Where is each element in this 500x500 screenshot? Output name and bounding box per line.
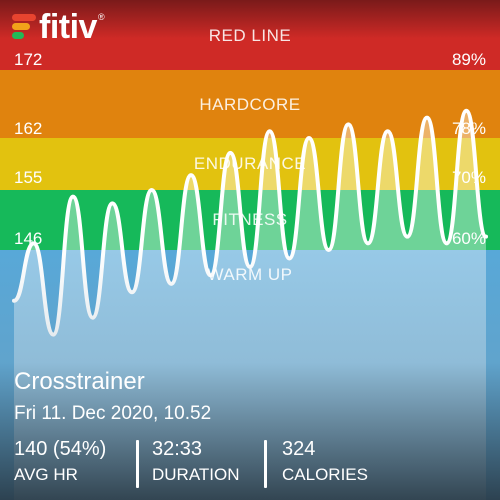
workout-name: Crosstrainer [14, 368, 145, 395]
stat-divider [136, 440, 139, 488]
zone-label-fitness: FITNESS [212, 210, 288, 229]
zone-pct-hardcore: 78% [451, 119, 486, 138]
stat-label-duration: DURATION [152, 465, 240, 484]
zone-label-warm-up: WARM UP [207, 265, 293, 284]
zone-bpm-fitness: 146 [14, 229, 43, 248]
stat-calories: 324 CALORIES [282, 438, 368, 485]
stat-value-calories: 324 [282, 438, 316, 460]
registered-mark: ® [97, 12, 105, 22]
zone-label-hardcore: HARDCORE [199, 95, 301, 114]
stat-label-calories: CALORIES [282, 465, 368, 484]
brand-name: fitiv [39, 8, 97, 46]
stat-divider [264, 440, 267, 488]
stat-label-avg-hr: AVG HR [14, 465, 78, 484]
zone-pct-red-line: 89% [451, 50, 486, 69]
zone-pct-endurance: 70% [451, 168, 486, 187]
stat-duration: 32:33 DURATION [152, 438, 240, 485]
stat-value-avg-hr: 140 (54%) [14, 438, 107, 460]
fitiv-logo-icon [12, 12, 36, 42]
stat-value-duration: 32:33 [152, 438, 203, 460]
zone-bpm-endurance: 155 [14, 168, 43, 187]
zone-band-red-line [0, 0, 500, 70]
zone-pct-fitness: 60% [451, 229, 486, 248]
workout-date: Fri 11. Dec 2020, 10.52 [14, 403, 212, 424]
fitiv-logo: fitiv ® [12, 8, 105, 46]
stat-avg-hr: 140 (54%) AVG HR [14, 438, 106, 485]
zone-label-red-line: RED LINE [208, 26, 292, 45]
zone-band-hardcore [0, 70, 500, 138]
bottom-shade [0, 250, 500, 500]
zone-bpm-hardcore: 162 [14, 119, 43, 138]
zone-label-endurance: ENDURANCE [193, 154, 307, 173]
zone-bpm-red-line: 172 [14, 50, 43, 69]
